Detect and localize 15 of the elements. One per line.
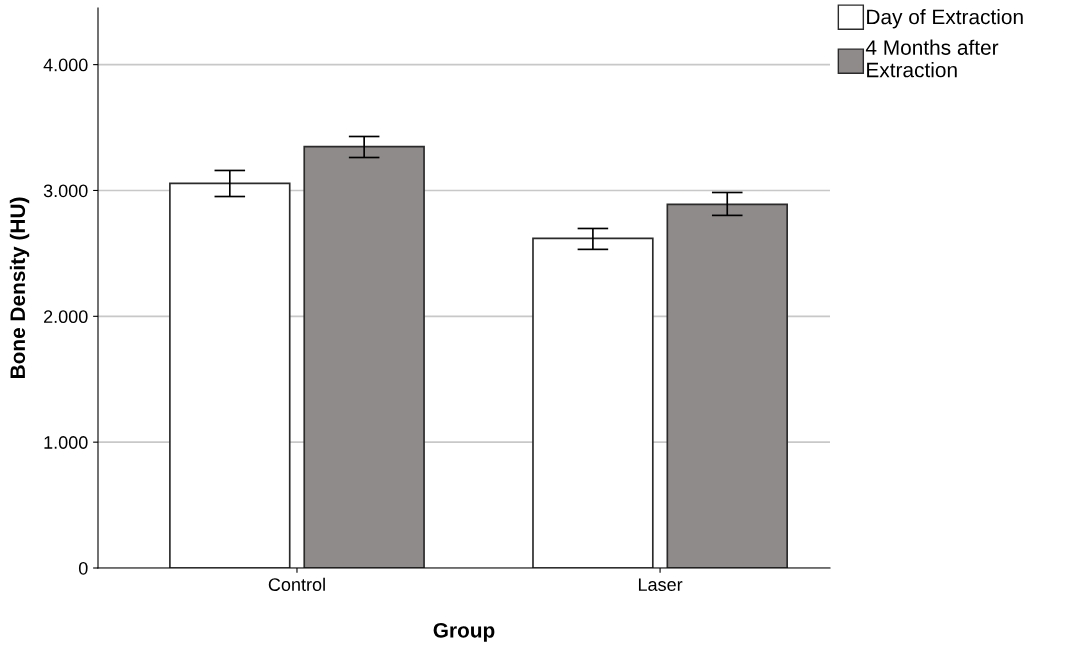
y-tick-label: 3.000 bbox=[43, 184, 88, 198]
bar bbox=[303, 145, 425, 568]
legend-label: 4 Months after Extraction bbox=[865, 39, 999, 78]
y-tick-label: 4.000 bbox=[43, 58, 88, 72]
x-axis-title: Group bbox=[433, 622, 495, 642]
legend-label: Day of Extraction bbox=[867, 8, 1023, 29]
x-tick-label: Control bbox=[268, 577, 325, 591]
bar bbox=[169, 182, 291, 568]
bar bbox=[666, 203, 788, 568]
y-axis-title: Bone Density (HU) bbox=[9, 197, 30, 379]
y-tick-label: 0 bbox=[78, 561, 88, 575]
y-tick-label: 2.000 bbox=[44, 310, 88, 324]
x-tick-label: Laser bbox=[638, 578, 683, 591]
bar bbox=[532, 237, 654, 568]
y-tick-label: 1.000 bbox=[44, 436, 88, 449]
